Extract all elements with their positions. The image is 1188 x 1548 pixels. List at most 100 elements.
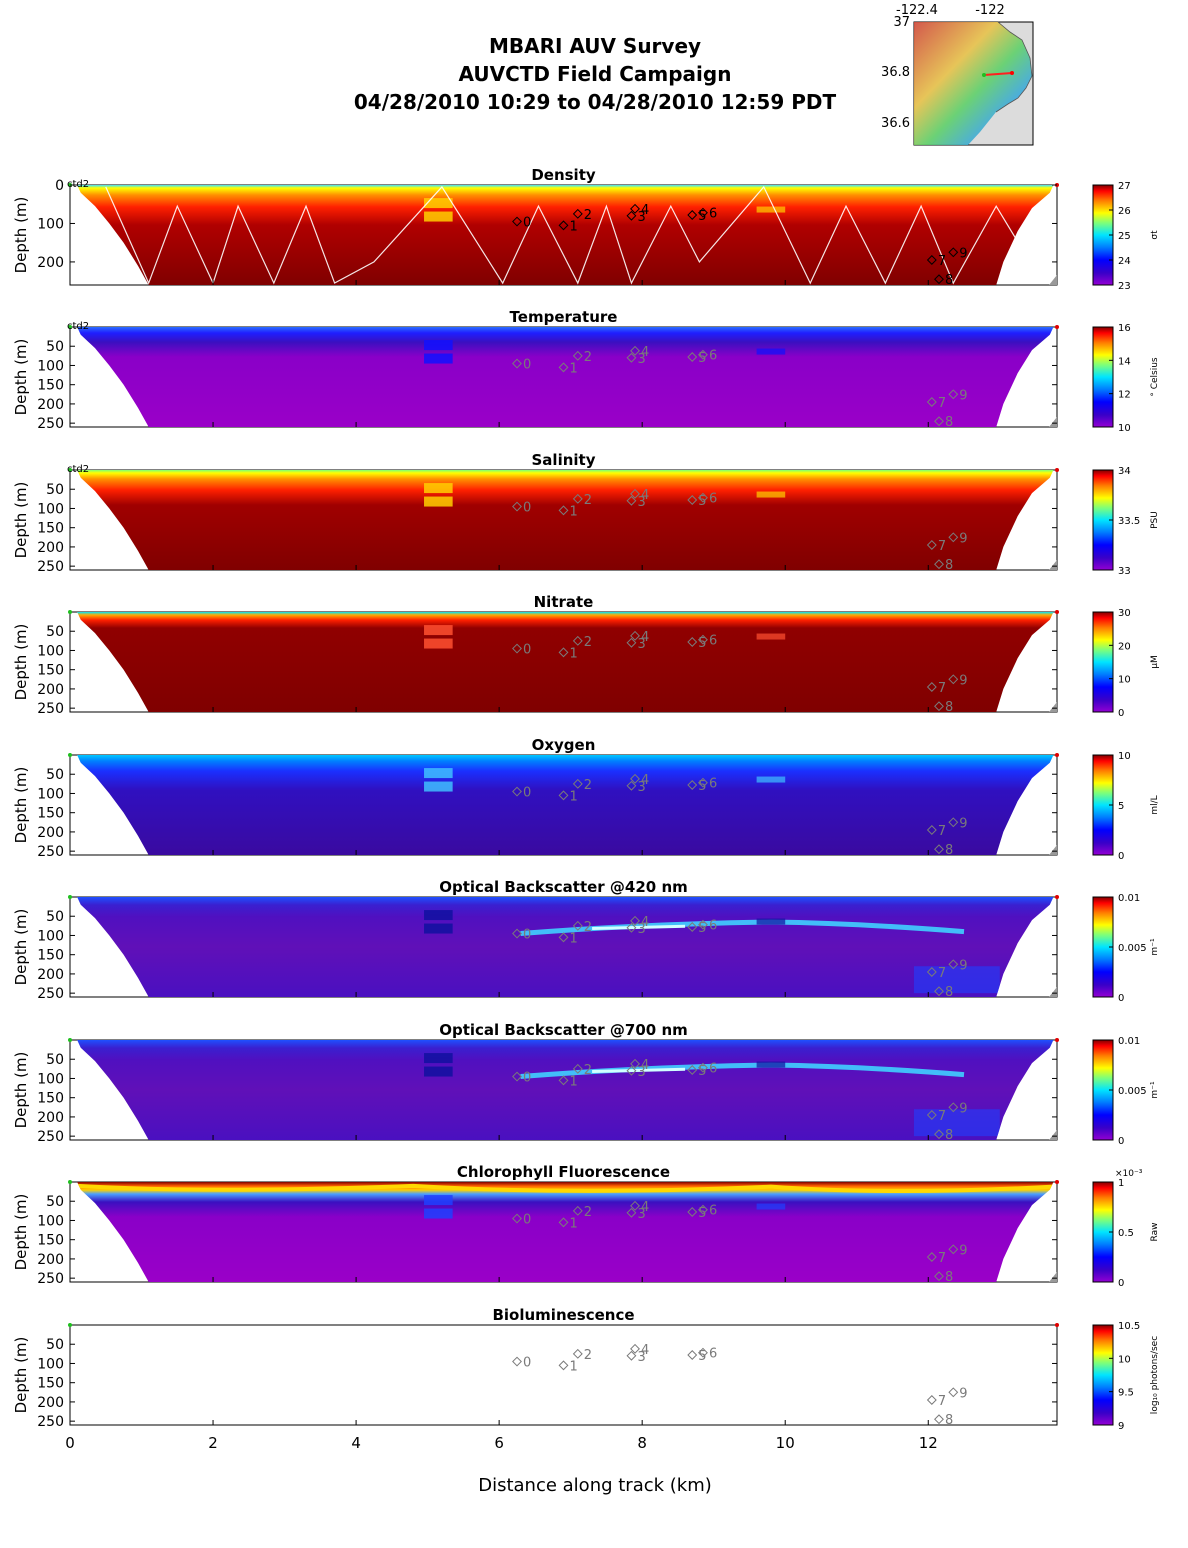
y-tick-label: 250 xyxy=(37,1414,64,1430)
y-tick-label: 100 xyxy=(37,643,64,659)
station-marker-0 xyxy=(512,1071,522,1082)
eddy-feature xyxy=(756,206,786,213)
field-features-nitrate xyxy=(424,625,786,649)
cast-label: ctd2 xyxy=(67,179,89,190)
station-label-6: 6 xyxy=(709,634,717,649)
y-tick-label: 150 xyxy=(37,1091,64,1107)
station-marker-7 xyxy=(926,967,937,977)
eddy-feature xyxy=(756,1061,786,1068)
station-label-6: 6 xyxy=(709,1204,717,1219)
y-tick-label: 200 xyxy=(37,255,64,271)
colorbar-exponent: ×10⁻³ xyxy=(1115,1169,1143,1179)
station-label-9: 9 xyxy=(959,816,967,831)
station-label-2: 2 xyxy=(584,1205,592,1220)
field-backscatter-420 xyxy=(77,897,1054,997)
field-features-oxygen xyxy=(424,768,786,792)
seafloor-corner xyxy=(1049,1272,1057,1282)
inset-end-marker xyxy=(1010,71,1014,75)
backscatter-core xyxy=(592,924,686,931)
colorbar-units-chlorophyll: Raw xyxy=(1150,1223,1160,1242)
y-tick-label: 100 xyxy=(37,1071,64,1087)
station-marker-9 xyxy=(948,1244,959,1255)
station-label-4: 4 xyxy=(641,488,649,503)
station-label-2: 2 xyxy=(584,635,592,650)
station-marker-7 xyxy=(926,1395,937,1405)
eddy-feature xyxy=(424,1066,453,1077)
y-tick-label: 250 xyxy=(37,1271,64,1287)
station-marker-0 xyxy=(512,1356,522,1367)
station-label-2: 2 xyxy=(584,920,592,935)
y-tick-label: 150 xyxy=(37,663,64,679)
station-label-0: 0 xyxy=(523,501,531,516)
y-tick-label: 50 xyxy=(46,1337,64,1353)
y-tick-label: 100 xyxy=(37,216,64,232)
station-marker-7 xyxy=(926,540,937,550)
panel-bioluminescence: 0 12 34 5 6789Bioluminescence50100150200250D… xyxy=(12,1306,1160,1432)
colorbar-tick-label: 9.5 xyxy=(1118,1388,1134,1399)
station-marker-5 xyxy=(687,210,698,220)
station-marker-4 xyxy=(630,915,640,926)
y-tick-label: 150 xyxy=(37,521,64,537)
colorbar-tick-label: 0 xyxy=(1118,993,1124,1004)
station-label-4: 4 xyxy=(641,1058,649,1073)
eddy-feature xyxy=(424,340,453,351)
station-marker-4 xyxy=(630,345,640,356)
station-label-4: 4 xyxy=(641,345,649,360)
station-marker-3 xyxy=(626,495,637,506)
station-marker-3 xyxy=(626,780,637,791)
station-marker-4 xyxy=(630,773,640,784)
station-marker-2 xyxy=(572,208,583,219)
station-label-4: 4 xyxy=(641,773,649,788)
station-marker-8 xyxy=(934,559,944,570)
eddy-feature xyxy=(756,776,786,783)
track-end-marker xyxy=(1055,1323,1059,1327)
y-tick-label: 0 xyxy=(55,178,64,194)
y-tick-label: 150 xyxy=(37,378,64,394)
y-tick-label: 200 xyxy=(37,967,64,983)
inset-lat-tick-2: 36.6 xyxy=(881,116,910,131)
station-label-8: 8 xyxy=(945,1128,953,1143)
colorbar-tick-label: 34 xyxy=(1118,466,1131,477)
x-tick-label: 6 xyxy=(494,1434,504,1452)
panel-title-nitrate: Nitrate xyxy=(534,593,594,611)
colorbar-units-bioluminescence: log₁₀ photons/sec xyxy=(1150,1336,1160,1414)
x-tick-label: 2 xyxy=(208,1434,218,1452)
y-tick-label: 200 xyxy=(37,1395,64,1411)
eddy-feature xyxy=(424,638,453,649)
eddy-feature xyxy=(424,1195,453,1206)
y-tick-label: 50 xyxy=(46,482,64,498)
track-start-marker xyxy=(68,1323,72,1327)
backscatter-deep-patch xyxy=(913,1109,1000,1137)
station-label-7: 7 xyxy=(938,1251,946,1266)
inset-lon-tick-0: -122.4 xyxy=(896,3,938,18)
station-marker-8 xyxy=(934,844,944,855)
colorbar-units-temperature: ° Celsius xyxy=(1150,357,1160,397)
y-tick-label: 150 xyxy=(37,948,64,964)
station-marker-1 xyxy=(558,790,569,801)
station-marker-9 xyxy=(948,1102,959,1113)
station-label-6: 6 xyxy=(709,349,717,364)
station-label-8: 8 xyxy=(945,273,953,288)
station-marker-9 xyxy=(948,389,959,400)
cast-label: ctd2 xyxy=(67,321,89,332)
y-tick-label: 100 xyxy=(37,1213,64,1229)
station-marker-4 xyxy=(630,1343,640,1354)
y-tick-label: 250 xyxy=(37,701,64,717)
y-tick-label: 100 xyxy=(37,358,64,374)
station-marker-6 xyxy=(698,349,708,360)
y-tick-label: 250 xyxy=(37,559,64,575)
eddy-feature xyxy=(756,491,786,498)
station-label-6: 6 xyxy=(709,1062,717,1077)
station-label-9: 9 xyxy=(959,531,967,546)
track-start-marker xyxy=(68,1038,72,1042)
station-marker-8 xyxy=(934,701,944,712)
colorbar-units-salinity: PSU xyxy=(1150,511,1160,529)
station-marker-9 xyxy=(948,247,959,258)
track-start-marker xyxy=(68,1180,72,1184)
station-marker-6 xyxy=(698,919,708,930)
station-label-2: 2 xyxy=(584,778,592,793)
